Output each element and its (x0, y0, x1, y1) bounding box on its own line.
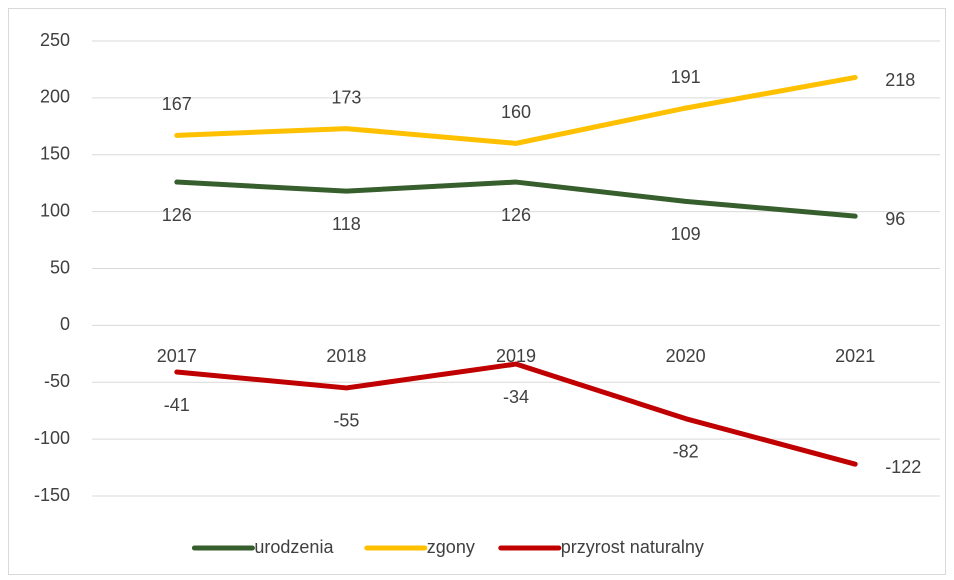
data-label: 109 (671, 224, 701, 244)
y-tick-label: -100 (34, 428, 70, 448)
y-tick-label: 50 (50, 257, 70, 277)
data-label: 218 (885, 70, 915, 90)
data-label: 126 (162, 205, 192, 225)
legend-label: zgony (427, 537, 475, 557)
x-tick-label: 2020 (666, 346, 706, 366)
x-tick-label: 2021 (835, 346, 875, 366)
y-tick-label: 200 (40, 87, 70, 107)
data-label: 96 (885, 209, 905, 229)
x-tick-label: 2017 (157, 346, 197, 366)
data-label: 118 (332, 214, 361, 234)
series-line (174, 179, 858, 219)
data-label: -55 (333, 411, 359, 431)
data-label: 191 (671, 67, 701, 87)
y-tick-label: 0 (60, 314, 70, 334)
x-tick-label: 2019 (496, 346, 536, 366)
x-tick-label: 2018 (326, 346, 366, 366)
series-line (174, 361, 858, 467)
data-label: 160 (501, 102, 531, 122)
data-label: 126 (501, 205, 531, 225)
y-tick-label: 250 (40, 30, 70, 50)
legend-label: urodzenia (254, 537, 334, 557)
data-label: -34 (503, 387, 529, 407)
data-label: -41 (164, 395, 190, 415)
series-line (174, 74, 858, 146)
y-tick-label: 100 (40, 200, 70, 220)
data-label: -82 (673, 441, 699, 461)
data-label: 167 (162, 94, 192, 114)
data-label: -122 (885, 457, 921, 477)
legend-label: przyrost naturalny (561, 537, 704, 557)
data-label: 173 (331, 87, 361, 107)
y-tick-label: -50 (44, 371, 70, 391)
y-tick-label: -150 (34, 485, 70, 505)
y-tick-label: 150 (40, 144, 70, 164)
chart-border (8, 8, 946, 575)
